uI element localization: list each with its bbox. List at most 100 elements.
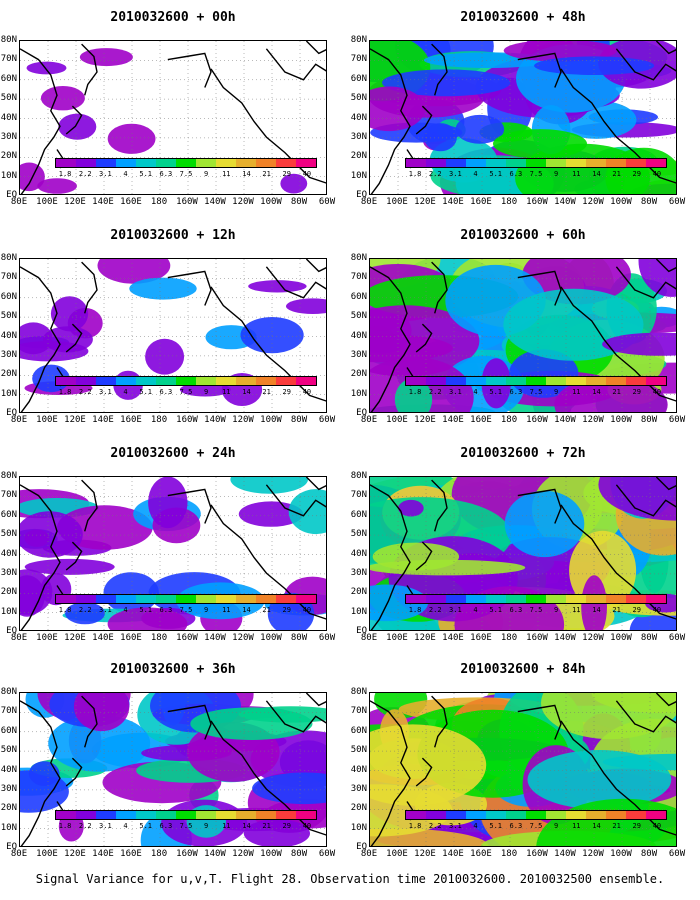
latitude-label: EQ: [356, 190, 367, 200]
colorbar-swatch: [56, 595, 76, 603]
colorbar-swatch: [96, 377, 116, 385]
colorbar-swatch: [466, 159, 486, 167]
longitude-label: 100E: [36, 415, 58, 425]
longitude-label: 120E: [414, 197, 436, 207]
colorbar-label: 11: [572, 606, 581, 614]
colorbar-swatch: [136, 811, 156, 819]
colorbar-label: 5.1: [489, 170, 503, 178]
latitude-label: 80N: [350, 687, 367, 697]
colorbar-label: 11: [572, 822, 581, 830]
latitude-label: 60N: [0, 725, 17, 736]
colorbar-label: 40: [652, 822, 662, 830]
figure-caption: Signal Variance for u,v,T. Flight 28. Ob…: [35, 872, 665, 886]
panel-title: 2010032600 + 84h: [460, 662, 586, 677]
longitude-label: 60W: [668, 197, 686, 207]
colorbar-swatch: [256, 811, 276, 819]
colorbar: [405, 810, 667, 820]
colorbar-swatch: [156, 377, 176, 385]
longitude-label: 80E: [360, 197, 378, 207]
colorbar-swatch: [216, 159, 236, 167]
longitude-label: 120E: [64, 633, 86, 643]
colorbar-swatch: [606, 595, 626, 603]
latitude-label: EQ: [356, 408, 367, 418]
latitude-label: 30N: [350, 783, 367, 794]
colorbar-label: 7.5: [179, 388, 193, 396]
colorbar-swatch: [606, 159, 626, 167]
colorbar-swatch: [466, 595, 486, 603]
latitude-label: 30N: [0, 567, 17, 578]
colorbar-swatch: [236, 811, 256, 819]
colorbar-swatch: [626, 595, 646, 603]
latitude-label: EQ: [6, 842, 17, 852]
colorbar-label: 5.1: [489, 388, 503, 396]
latitude-label: 60N: [350, 725, 367, 736]
longitude-label: 100E: [36, 197, 58, 207]
panel-title: 2010032600 + 72h: [460, 446, 586, 461]
longitude-label: 160E: [120, 849, 142, 859]
colorbar-swatch: [586, 159, 606, 167]
colorbar-swatch: [566, 377, 586, 385]
colorbar-label: 2.2: [78, 822, 92, 830]
longitude-label: 140W: [554, 415, 576, 425]
colorbar-label: 5.1: [139, 606, 153, 614]
colorbar-label: 6.3: [509, 606, 523, 614]
colorbar-swatch: [546, 595, 566, 603]
colorbar-label: 14: [592, 388, 601, 396]
colorbar-label: 9: [204, 606, 209, 614]
latitude-label: 20N: [0, 151, 17, 162]
colorbar-label: 11: [222, 822, 231, 830]
colorbar-label: 6.3: [159, 170, 173, 178]
colorbar-label: 21: [262, 170, 271, 178]
longitude-label: 120E: [64, 415, 86, 425]
latitude-label: 60N: [0, 73, 17, 84]
colorbar-label: 4: [123, 606, 128, 614]
colorbar-swatch: [196, 811, 216, 819]
latitude-label: 80N: [350, 35, 367, 45]
colorbar-swatch: [176, 811, 196, 819]
longitude-label: 140E: [442, 849, 464, 859]
colorbar: [405, 594, 667, 604]
colorbar-swatch: [236, 377, 256, 385]
colorbar-label: 40: [302, 388, 312, 396]
colorbar-swatch: [546, 811, 566, 819]
colorbar-label: 21: [612, 606, 621, 614]
colorbar-swatch: [76, 377, 96, 385]
colorbar-swatch: [116, 159, 136, 167]
colorbar-label: 7.5: [529, 170, 543, 178]
longitude-label: 120E: [64, 197, 86, 207]
longitude-label: 160E: [120, 415, 142, 425]
colorbar-label: 9: [554, 822, 559, 830]
longitude-label: 160W: [176, 197, 198, 207]
latitude-label: 40N: [0, 764, 17, 775]
colorbar-label: 3.1: [99, 606, 112, 614]
longitude-label: 160E: [470, 633, 492, 643]
colorbar-swatch: [406, 377, 426, 385]
latitude-label: 10N: [350, 388, 367, 399]
longitude-label: 80W: [290, 415, 308, 425]
longitude-label: 140E: [92, 415, 114, 425]
colorbar-swatch: [506, 595, 526, 603]
latitude-label: 50N: [350, 529, 367, 540]
map-panel: [369, 258, 677, 413]
colorbar-swatch: [646, 159, 666, 167]
colorbar-swatch: [426, 595, 446, 603]
colorbar-label: 7.5: [179, 606, 193, 614]
colorbar-swatch: [176, 595, 196, 603]
colorbar-label: 1.8: [408, 822, 422, 830]
colorbar-label: 11: [572, 388, 581, 396]
colorbar-swatch: [406, 159, 426, 167]
colorbar-label: 1.8: [58, 170, 72, 178]
latitude-label: EQ: [6, 408, 17, 418]
colorbar-swatch: [156, 159, 176, 167]
longitude-label: 140W: [554, 633, 576, 643]
colorbar-label: 3.1: [449, 822, 462, 830]
colorbar-label: 1.8: [58, 388, 72, 396]
latitude-label: 30N: [350, 349, 367, 360]
longitude-label: 80W: [290, 633, 308, 643]
colorbar-swatch: [216, 595, 236, 603]
colorbar-label: 1.8: [408, 606, 422, 614]
longitude-label: 80W: [640, 849, 658, 859]
colorbar-label: 40: [652, 388, 662, 396]
colorbar-label: 3.1: [449, 170, 462, 178]
colorbar-swatch: [196, 377, 216, 385]
